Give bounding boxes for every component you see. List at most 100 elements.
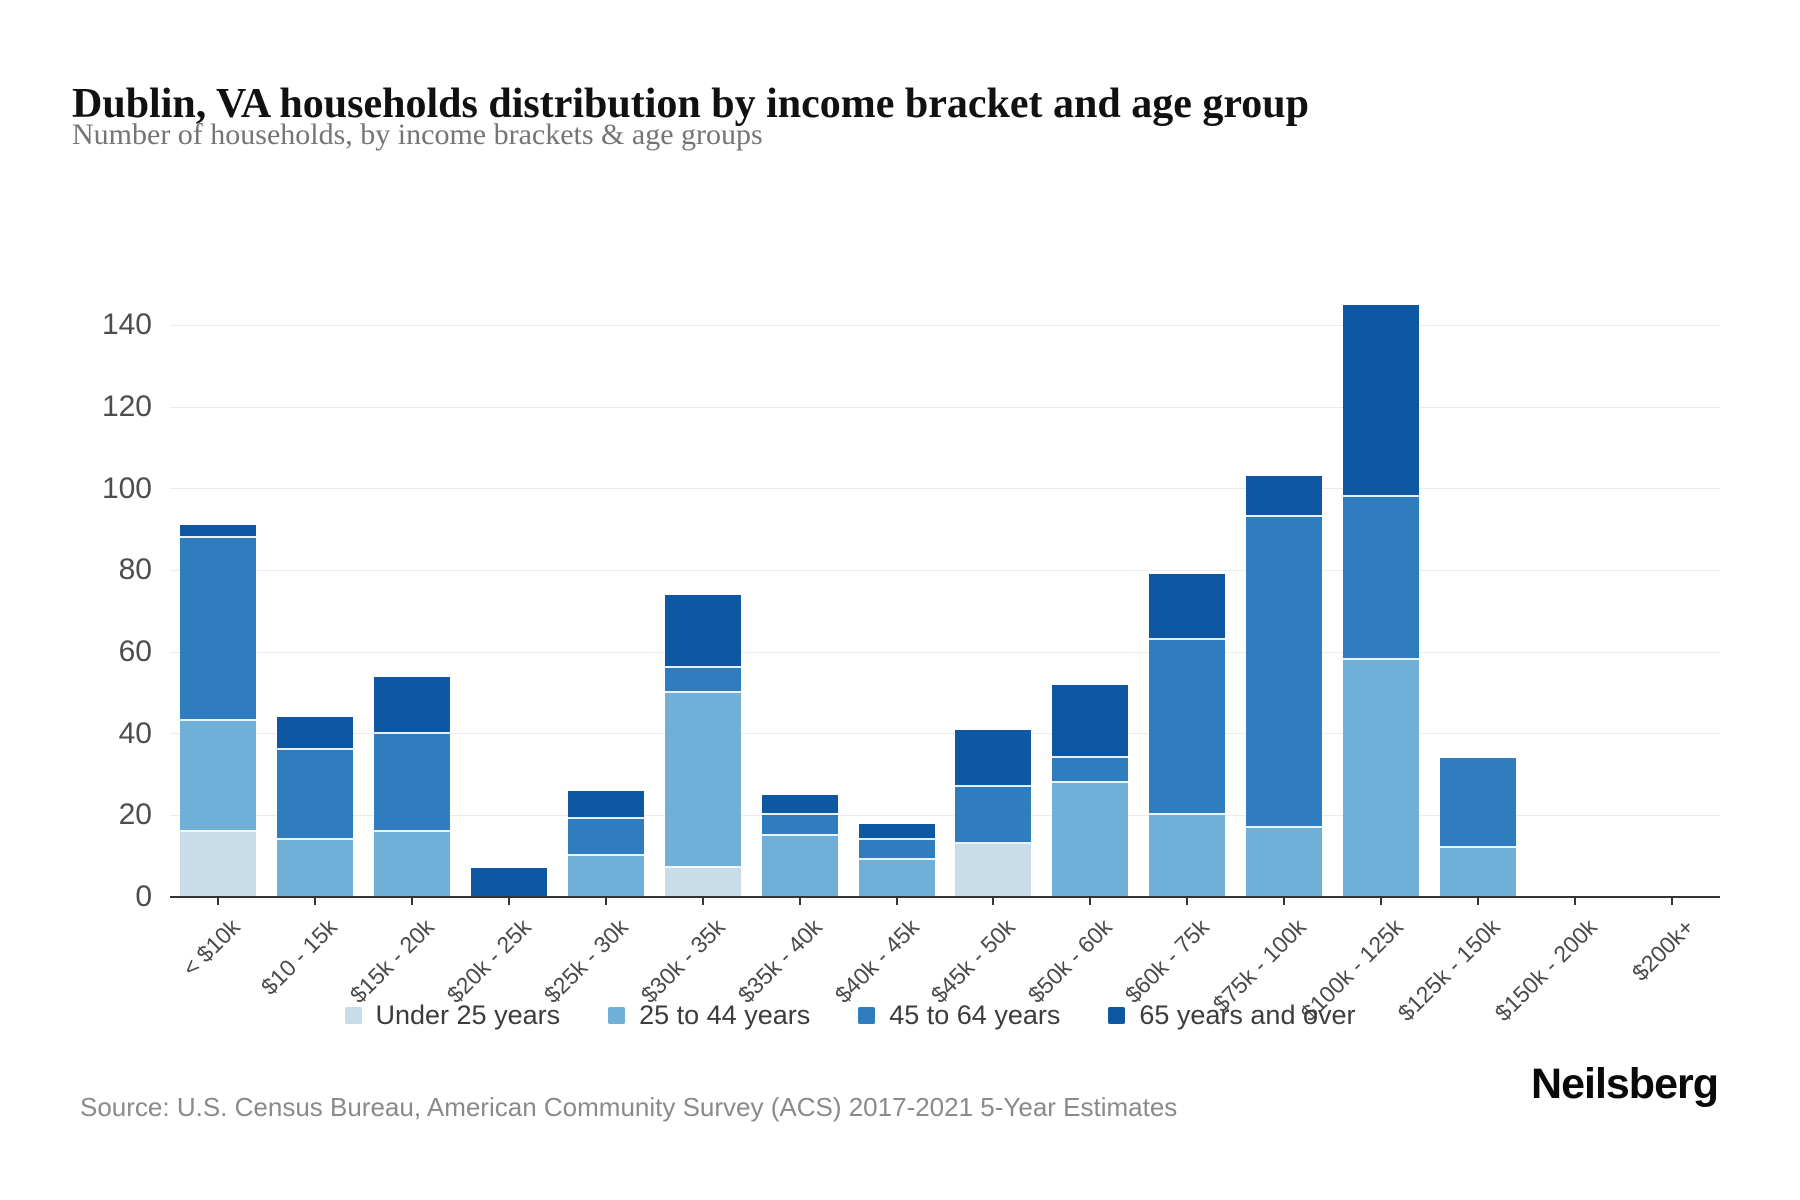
bar-segment bbox=[1246, 476, 1323, 518]
bar-segment bbox=[761, 835, 838, 897]
gridline-y-120 bbox=[170, 406, 1720, 408]
x-tick-label: $60k - 75k bbox=[1119, 913, 1215, 1008]
bar-segment bbox=[761, 815, 838, 836]
gridline-y-80 bbox=[170, 569, 1720, 571]
x-tick-label: $10 - 15k bbox=[256, 913, 343, 1000]
bar-segment bbox=[858, 860, 935, 897]
bar-segment bbox=[1439, 758, 1516, 848]
page-subtitle: Number of households, by income brackets… bbox=[72, 118, 763, 151]
gridline-y-40 bbox=[170, 733, 1720, 735]
x-tick-label: $45k - 50k bbox=[926, 913, 1021, 1008]
x-tick-label: $25k - 30k bbox=[538, 913, 633, 1008]
legend-item: 25 to 44 years bbox=[608, 1002, 810, 1029]
x-tick-mark bbox=[604, 898, 607, 905]
bar-segment bbox=[1149, 639, 1226, 816]
bar-segment bbox=[664, 668, 741, 693]
bar-segment bbox=[374, 831, 451, 897]
x-tick-mark bbox=[895, 898, 898, 905]
x-axis-line bbox=[170, 896, 1720, 898]
y-tick-label: 100 bbox=[101, 471, 152, 505]
y-tick-label: 20 bbox=[118, 798, 152, 832]
x-tick-mark bbox=[1379, 898, 1382, 905]
legend-swatch bbox=[344, 1007, 362, 1024]
x-tick-label: $40k - 45k bbox=[829, 913, 924, 1008]
y-tick-label: 60 bbox=[118, 635, 152, 668]
bar-segment bbox=[277, 717, 354, 750]
x-tick-mark bbox=[701, 898, 704, 905]
bar-segment bbox=[858, 839, 935, 861]
x-tick-mark bbox=[798, 898, 801, 905]
gridline-y-100 bbox=[170, 488, 1720, 490]
x-tick-mark bbox=[1283, 898, 1286, 905]
bar-segment bbox=[1342, 496, 1419, 661]
x-tick-mark bbox=[314, 898, 317, 905]
bar-segment bbox=[567, 790, 644, 820]
x-tick-label: < $10k bbox=[177, 913, 246, 982]
bar-segment bbox=[1342, 304, 1419, 497]
bar-segment bbox=[277, 750, 354, 840]
x-tick-mark bbox=[1573, 898, 1576, 905]
gridline-y-60 bbox=[170, 651, 1720, 653]
x-tick-mark bbox=[411, 898, 414, 905]
gridline-y-20 bbox=[170, 814, 1720, 816]
bar-segment bbox=[1052, 684, 1129, 759]
bar-segment bbox=[1342, 660, 1419, 897]
bar-segment bbox=[955, 843, 1032, 897]
legend-label: 65 years and over bbox=[1139, 1000, 1356, 1030]
bar-segment bbox=[955, 729, 1032, 787]
y-tick-label: 140 bbox=[101, 308, 152, 342]
bar-segment bbox=[180, 721, 257, 832]
x-tick-mark bbox=[992, 898, 995, 905]
y-tick-label: 0 bbox=[135, 880, 152, 913]
legend-item: 45 to 64 years bbox=[858, 1002, 1060, 1029]
legend-label: 45 to 64 years bbox=[889, 1000, 1061, 1030]
bar-segment bbox=[567, 819, 644, 857]
bar-segment bbox=[374, 733, 451, 832]
legend-item: 65 years and over bbox=[1108, 1000, 1356, 1030]
bar-segment bbox=[1246, 517, 1323, 828]
y-tick-label: 40 bbox=[118, 716, 152, 750]
x-tick-label: $200k+ bbox=[1626, 913, 1699, 986]
x-tick-label: $35k - 40k bbox=[732, 913, 827, 1008]
bar-segment bbox=[664, 692, 741, 869]
x-tick-label: $15k - 20k bbox=[344, 913, 440, 1008]
bar-segment bbox=[664, 868, 741, 897]
legend-label: 25 to 44 years bbox=[639, 1000, 811, 1030]
bar-segment bbox=[664, 594, 741, 669]
bar-segment bbox=[180, 537, 257, 722]
x-tick-mark bbox=[1670, 898, 1673, 905]
x-tick-mark bbox=[1089, 898, 1092, 905]
bar-segment bbox=[1052, 758, 1129, 783]
bar-segment bbox=[1052, 782, 1129, 897]
bar-segment bbox=[858, 823, 935, 840]
y-tick-label: 120 bbox=[101, 390, 152, 423]
x-tick-label: $20k - 25k bbox=[441, 913, 537, 1008]
x-tick-label: $30k - 35k bbox=[635, 913, 730, 1008]
bar-segment bbox=[761, 794, 838, 816]
x-tick-label: $50k - 60k bbox=[1022, 913, 1118, 1008]
legend-swatch bbox=[608, 1007, 626, 1024]
chart-legend: Under 25 years 25 to 44 years 45 to 64 yea… bbox=[170, 1002, 1530, 1029]
x-tick-mark bbox=[508, 898, 511, 905]
bar-segment bbox=[180, 831, 257, 897]
bar-segment bbox=[567, 856, 644, 897]
bar-segment bbox=[955, 786, 1032, 844]
legend-swatch bbox=[1108, 1007, 1126, 1024]
legend-label: Under 25 years bbox=[375, 1000, 561, 1030]
legend-item: Under 25 years bbox=[344, 1000, 561, 1030]
gridline-y-140 bbox=[170, 324, 1720, 326]
bar-segment bbox=[1246, 827, 1323, 897]
bar-segment bbox=[180, 525, 257, 538]
bar-segment bbox=[471, 868, 548, 897]
bar-segment bbox=[1439, 848, 1516, 897]
legend-swatch bbox=[858, 1007, 876, 1024]
bar-segment bbox=[1149, 574, 1226, 640]
bar-segment bbox=[374, 676, 451, 734]
bar-segment bbox=[277, 839, 354, 897]
y-tick-label: 80 bbox=[118, 553, 152, 587]
page-title: Dublin, VA households distribution by in… bbox=[72, 81, 1309, 128]
source-text: Source: U.S. Census Bureau, American Com… bbox=[80, 1092, 1178, 1122]
x-tick-mark bbox=[1186, 898, 1189, 905]
